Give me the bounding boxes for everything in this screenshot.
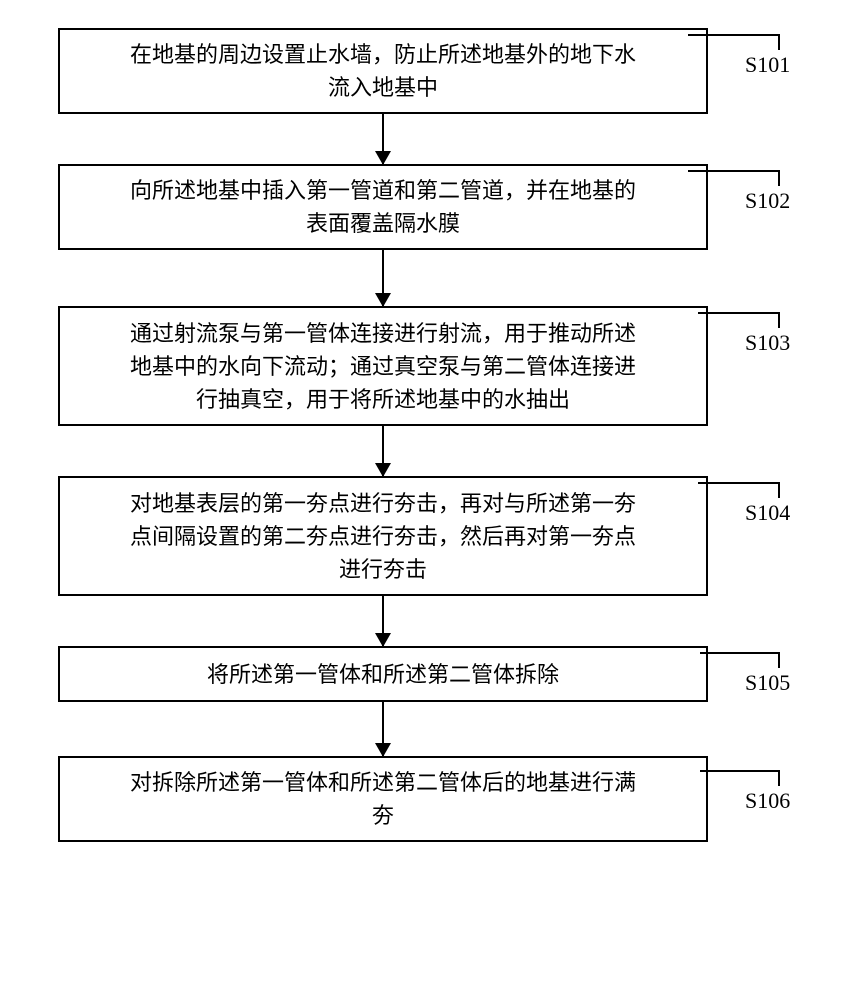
flow-arrow xyxy=(382,114,384,164)
step-text: 对拆除所述第一管体和所述第二管体后的地基进行满 夯 xyxy=(130,766,636,832)
step-text: 向所述地基中插入第一管道和第二管道，并在地基的 表面覆盖隔水膜 xyxy=(130,174,636,240)
flowchart: 在地基的周边设置止水墙，防止所述地基外的地下水 流入地基中向所述地基中插入第一管… xyxy=(58,28,708,842)
step-id-label: S101 xyxy=(745,52,790,78)
label-connector xyxy=(698,482,780,484)
flow-arrow xyxy=(382,702,384,756)
label-hook xyxy=(778,312,780,328)
step-id-label: S105 xyxy=(745,670,790,696)
flow-step-S103: 通过射流泵与第一管体连接进行射流，用于推动所述 地基中的水向下流动；通过真空泵与… xyxy=(58,306,708,426)
label-connector xyxy=(698,312,780,314)
step-id-label: S102 xyxy=(745,188,790,214)
label-hook xyxy=(778,652,780,668)
label-connector xyxy=(688,170,780,172)
step-id-label: S106 xyxy=(745,788,790,814)
step-id-label: S104 xyxy=(745,500,790,526)
flow-step-S104: 对地基表层的第一夯点进行夯击，再对与所述第一夯 点间隔设置的第二夯点进行夯击，然… xyxy=(58,476,708,596)
flow-step-S106: 对拆除所述第一管体和所述第二管体后的地基进行满 夯 xyxy=(58,756,708,842)
label-hook xyxy=(778,34,780,50)
label-hook xyxy=(778,482,780,498)
flow-arrow xyxy=(382,250,384,306)
flow-step-S102: 向所述地基中插入第一管道和第二管道，并在地基的 表面覆盖隔水膜 xyxy=(58,164,708,250)
label-connector xyxy=(700,770,780,772)
flow-arrow xyxy=(382,596,384,646)
step-text: 通过射流泵与第一管体连接进行射流，用于推动所述 地基中的水向下流动；通过真空泵与… xyxy=(130,317,636,416)
label-hook xyxy=(778,170,780,186)
step-text: 对地基表层的第一夯点进行夯击，再对与所述第一夯 点间隔设置的第二夯点进行夯击，然… xyxy=(130,487,636,586)
flow-step-S105: 将所述第一管体和所述第二管体拆除 xyxy=(58,646,708,702)
step-text: 在地基的周边设置止水墙，防止所述地基外的地下水 流入地基中 xyxy=(130,38,636,104)
flow-step-S101: 在地基的周边设置止水墙，防止所述地基外的地下水 流入地基中 xyxy=(58,28,708,114)
label-connector xyxy=(700,652,780,654)
step-id-label: S103 xyxy=(745,330,790,356)
label-hook xyxy=(778,770,780,786)
label-connector xyxy=(688,34,780,36)
flow-arrow xyxy=(382,426,384,476)
step-text: 将所述第一管体和所述第二管体拆除 xyxy=(207,658,559,691)
